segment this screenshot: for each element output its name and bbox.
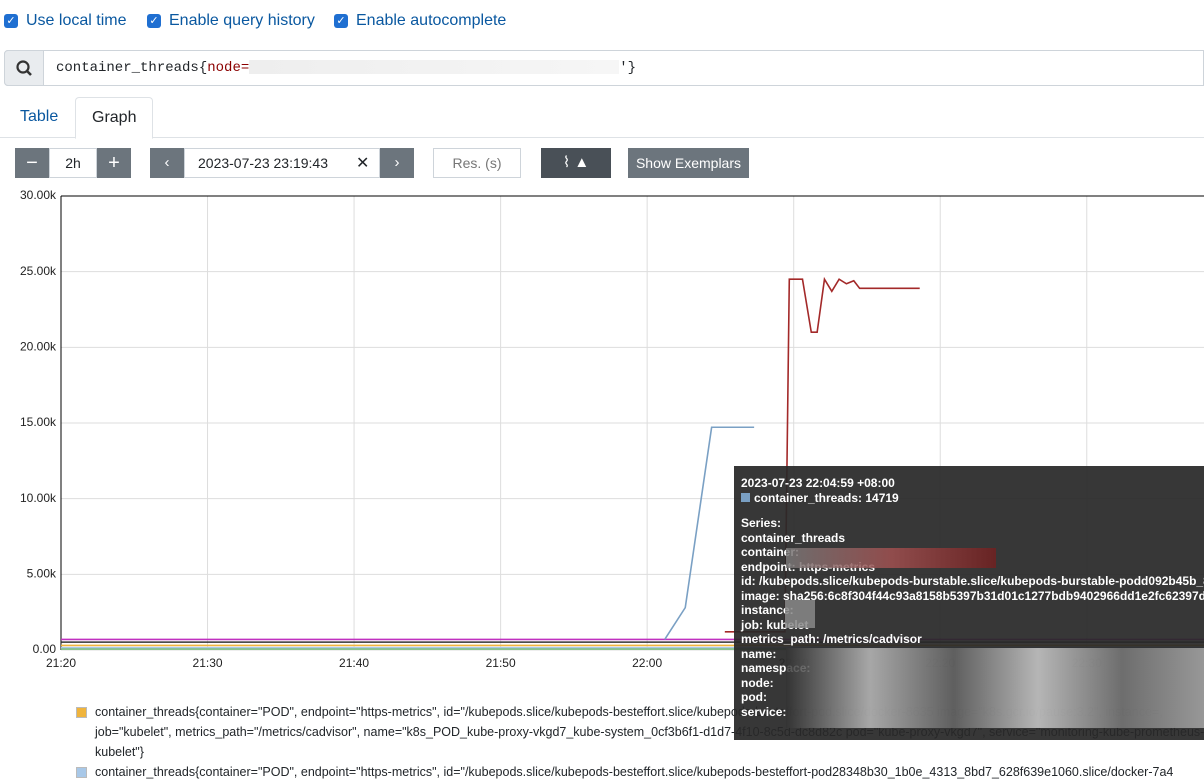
checkbox[interactable]: ✓ <box>4 14 18 28</box>
y-tick-label: 30.00k <box>20 188 57 202</box>
query-label: node= <box>207 60 250 76</box>
exemplars-button[interactable]: Show Exemplars <box>628 148 749 178</box>
tooltip-value-row: container_threads: 14719 <box>741 491 1204 506</box>
tooltip-line: pod: <box>741 690 767 704</box>
spacer <box>741 505 1204 516</box>
tooltip-heading: Series: <box>741 516 782 530</box>
query-text: container_threads{node= '} <box>56 60 636 76</box>
range-input[interactable]: 2h <box>49 148 97 178</box>
option-label: Use local time <box>26 12 127 29</box>
redacted <box>249 60 620 75</box>
y-tick-label: 25.00k <box>20 264 57 278</box>
y-tick-label: 20.00k <box>20 340 57 354</box>
legend-label: container_threads{container="POD", endpo… <box>95 765 1174 779</box>
option-label: Enable autocomplete <box>356 12 507 29</box>
y-tick-label: 15.00k <box>20 415 57 429</box>
x-tick-label: 21:50 <box>486 656 516 670</box>
legend-swatch <box>76 707 87 718</box>
tooltip-line: container_threads <box>741 530 846 545</box>
x-tick-label: 22:00 <box>632 656 662 670</box>
checkbox[interactable]: ✓ <box>147 14 161 28</box>
forward-button[interactable]: › <box>380 148 414 178</box>
option[interactable]: ✓ Use local time <box>4 12 126 30</box>
query-metric: container_threads{ <box>56 60 208 76</box>
tooltip-line: image: sha256:6c8f304f44c93a8158b5397b31… <box>741 588 1204 603</box>
plus-button[interactable]: + <box>97 148 131 178</box>
tooltip-line: name: <box>741 646 777 661</box>
tooltip-line: id: /kubepods.slice/kubepods-burstable.s… <box>741 574 1204 588</box>
checkbox[interactable]: ✓ <box>334 14 348 28</box>
end-time-input[interactable]: 2023-07-23 23:19:43 <box>184 148 380 178</box>
tooltip-value: container_threads: 14719 <box>754 490 899 505</box>
redacted <box>786 648 1204 728</box>
tooltip-line: node: <box>741 675 774 690</box>
clear-icon[interactable]: ✕ <box>356 155 370 172</box>
tab-line <box>0 137 1204 138</box>
series-line <box>664 426 755 640</box>
legend-item: container_threads{container="POD", endpo… <box>76 762 1204 782</box>
swatch <box>741 492 750 502</box>
tooltip-line: instance: <box>741 603 794 617</box>
option[interactable]: ✓ Enable autocomplete <box>334 12 506 30</box>
tooltip-line: container: <box>741 545 800 559</box>
series-line <box>724 276 920 633</box>
y-tick-label: 5.00k <box>27 567 57 581</box>
resolution-input[interactable]: Res. (s) <box>433 148 521 178</box>
y-tick-label: 0.00 <box>33 642 57 656</box>
x-tick-label: 21:30 <box>193 656 223 670</box>
y-tick-label: 10.00k <box>20 491 57 505</box>
redacted <box>785 600 815 628</box>
legend-swatch <box>76 767 87 778</box>
x-tick-label: 21:20 <box>46 656 76 670</box>
query-suffix: '} <box>619 60 637 76</box>
back-button[interactable]: ‹ <box>150 148 184 178</box>
redacted <box>786 548 996 568</box>
tab[interactable]: Table <box>20 108 59 125</box>
tooltip-time: 2023-07-23 22:04:59 +08:00 <box>741 476 895 490</box>
tab-active[interactable]: Graph <box>75 97 154 139</box>
magnifier <box>16 60 32 76</box>
option-label: Enable query history <box>169 12 315 29</box>
tooltip-line: service: <box>741 704 787 719</box>
chart-type-toggle[interactable]: ⌇ ▲ <box>541 148 611 178</box>
search-icon <box>4 50 44 86</box>
minus-button[interactable]: − <box>15 148 49 178</box>
x-tick-label: 21:40 <box>339 656 369 670</box>
tooltip-line: metrics_path: /metrics/cadvisor <box>741 632 922 646</box>
option[interactable]: ✓ Enable query history <box>147 12 315 30</box>
